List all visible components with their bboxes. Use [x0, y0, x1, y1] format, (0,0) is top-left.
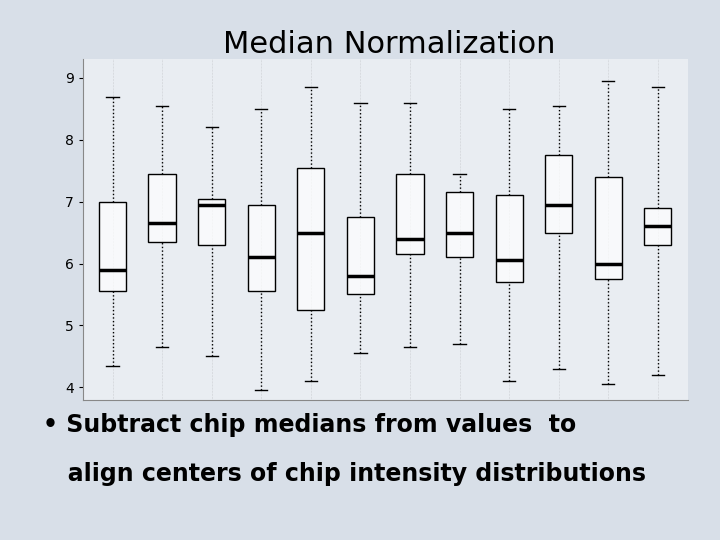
Bar: [545, 156, 572, 233]
Text: • Subtract chip medians from values  to: • Subtract chip medians from values to: [43, 413, 577, 437]
Bar: [297, 167, 325, 310]
Bar: [347, 217, 374, 294]
Bar: [198, 199, 225, 245]
Text: Median Normalization: Median Normalization: [222, 30, 555, 59]
Bar: [644, 208, 672, 245]
Bar: [148, 174, 176, 242]
Bar: [396, 174, 423, 254]
Bar: [248, 205, 275, 292]
Bar: [99, 201, 126, 292]
Text: align centers of chip intensity distributions: align centers of chip intensity distribu…: [43, 462, 647, 485]
Bar: [595, 177, 622, 279]
Bar: [495, 195, 523, 282]
Bar: [446, 192, 473, 258]
